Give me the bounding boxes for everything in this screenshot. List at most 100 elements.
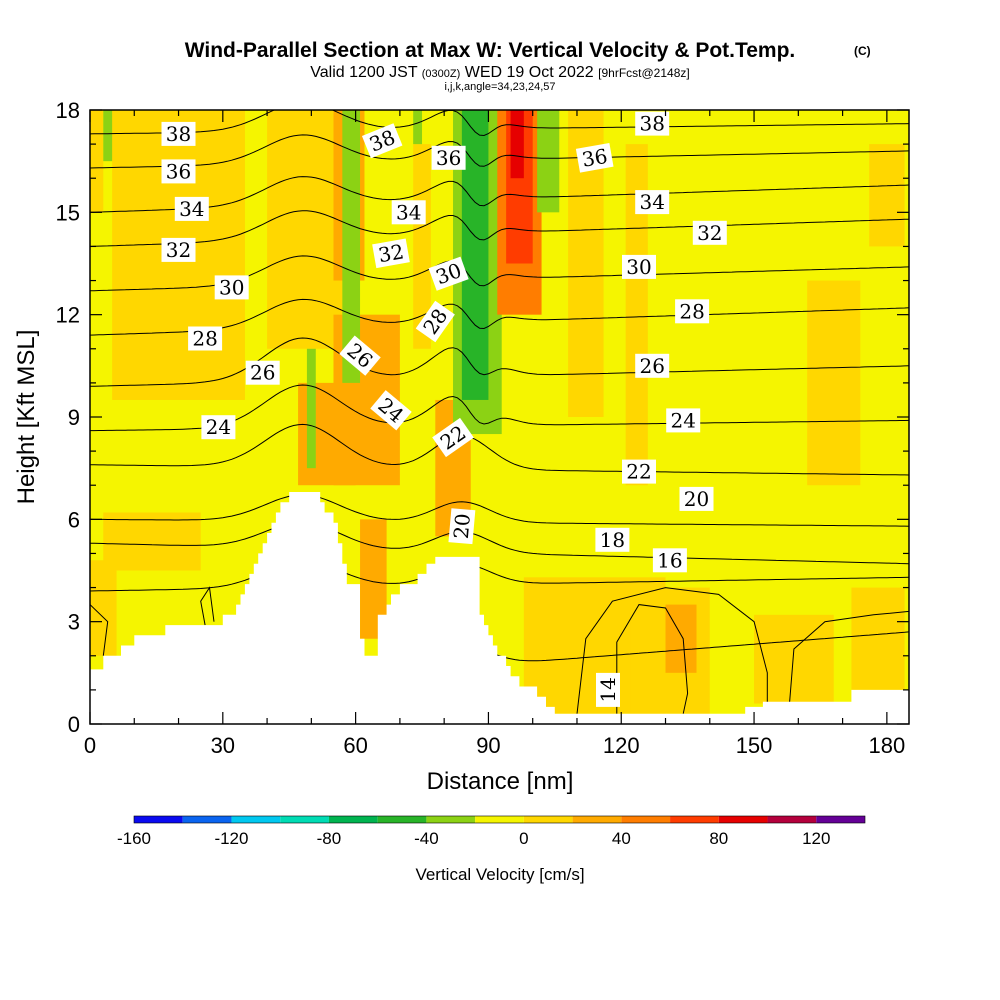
y-tick-label: 6: [68, 507, 80, 532]
contour-label-27: 20: [679, 486, 714, 511]
theta-contour-36: [90, 134, 909, 169]
contour-label-box: [174, 196, 209, 221]
contour-label-2: 34: [174, 196, 209, 221]
theta-contour-closed-1: [616, 604, 689, 714]
velocity-cell-12: [342, 110, 361, 383]
contour-label-text: 22: [626, 460, 651, 484]
velocity-cell-28: [754, 614, 834, 704]
contour-label-box: [370, 390, 412, 431]
contour-label-text: 32: [697, 221, 722, 245]
contour-label-box: [431, 145, 466, 170]
contour-label-10: 34: [391, 200, 426, 225]
velocity-cell-5: [90, 560, 117, 656]
theta-contour-34: [90, 176, 909, 213]
contour-label-22: 30: [622, 254, 656, 279]
colorbar-swatch-6: [426, 816, 476, 823]
contour-label-box: [622, 254, 656, 279]
subtitle-utc: (0300Z): [422, 68, 461, 80]
contour-label-text: 34: [639, 190, 664, 214]
contour-label-box: [415, 300, 455, 343]
colorbar-tick-label: 80: [709, 829, 728, 848]
y-tick-label: 3: [68, 610, 80, 635]
velocity-cell-19: [510, 110, 524, 179]
theta-contour-closed-3: [200, 586, 215, 626]
contour-label-text: 36: [166, 159, 191, 183]
velocity-cell-4: [103, 512, 201, 571]
contour-label-box: [652, 548, 687, 573]
contour-label-7: 24: [201, 415, 236, 440]
colorbar-swatch-5: [377, 816, 427, 823]
contour-label-text: 24: [670, 408, 695, 432]
theta-contour-38: [90, 110, 909, 137]
velocity-cell-24: [869, 144, 905, 247]
contour-label-text: 24: [206, 415, 231, 439]
colorbar-swatch-3: [280, 816, 329, 823]
contour-label-0: 38: [161, 121, 196, 146]
colorbar-swatch-11: [670, 816, 719, 823]
colorbar-tick-label: -120: [214, 829, 248, 848]
chart-title: Wind-Parallel Section at Max W: Vertical…: [185, 39, 796, 62]
colorbar-tick-label: 0: [519, 829, 528, 848]
contour-label-text: 32: [376, 239, 405, 267]
contour-label-25: 24: [666, 408, 701, 433]
velocity-cell-7: [298, 382, 356, 486]
velocity-cell-13: [306, 348, 316, 469]
chart-subtitle: Valid 1200 JST (0300Z) WED 19 Oct 2022 […: [310, 64, 689, 81]
contour-label-box: [432, 417, 474, 458]
contour-label-text: 36: [436, 146, 461, 170]
contour-label-box: [214, 275, 249, 300]
colorbar-tick-label: -80: [317, 829, 342, 848]
contour-label-box: [448, 508, 476, 545]
contour-label-29: 16: [652, 548, 687, 573]
velocity-cell-0: [90, 110, 104, 213]
contour-label-box: [245, 360, 280, 385]
contour-label-box: [391, 200, 426, 225]
contour-label-box: [201, 415, 236, 440]
contour-label-19: 36: [575, 143, 614, 173]
contour-label-text: 16: [657, 548, 682, 572]
colorbar-tick-label: 120: [802, 829, 830, 848]
x-tick-label: 30: [211, 733, 235, 758]
contour-label-11: 32: [372, 238, 410, 269]
theta-contour-labels: 3836343230282624383634323028262422203836…: [161, 111, 727, 707]
contour-label-box: [635, 353, 670, 378]
contour-label-box: [635, 111, 670, 136]
subtitle-run: [9hrFcst@2148z]: [598, 66, 690, 80]
contour-label-23: 28: [675, 299, 710, 324]
contour-label-text: 26: [250, 361, 275, 385]
contour-label-box: [666, 408, 701, 433]
contour-label-box: [161, 237, 196, 262]
colorbar-swatch-4: [328, 816, 378, 823]
chart-subtitle-indices: i,j,k,angle=34,23,24,57: [444, 81, 555, 93]
velocity-cell-10: [413, 144, 431, 349]
colorbar-swatch-8: [523, 816, 573, 823]
contour-label-box: [622, 459, 656, 484]
contour-label-text: 34: [396, 200, 421, 224]
contour-label-20: 34: [635, 190, 670, 215]
contour-label-3: 32: [161, 237, 196, 262]
contour-label-text: 34: [179, 197, 204, 221]
contour-label-box: [635, 190, 670, 215]
contour-label-box: [188, 326, 223, 351]
contour-label-box: [428, 256, 469, 291]
theta-contour-32: [90, 210, 909, 247]
velocity-cell-20: [537, 110, 560, 213]
theta-contour-16: [90, 560, 909, 592]
theta-contour-20: [90, 494, 909, 527]
plot-area: 3836343230282624383634323028262422203836…: [89, 109, 910, 725]
colorbar-swatch-7: [475, 816, 524, 823]
contour-label-box: [692, 220, 727, 245]
contour-label-box: [372, 238, 410, 269]
colorbar-ticks: -160 -120 -80 -40 0 40 80 120: [117, 829, 830, 848]
contour-label-text: 20: [684, 487, 709, 511]
contour-label-text: 26: [639, 354, 664, 378]
colorbar-swatch-10: [621, 816, 671, 823]
velocity-cell-29: [851, 587, 905, 690]
contour-label-box: [675, 299, 710, 324]
colorbar-tick-label: 40: [612, 829, 631, 848]
theta-contour-26: [90, 337, 909, 387]
contour-label-26: 22: [622, 459, 656, 484]
velocity-cell-22: [625, 144, 648, 486]
